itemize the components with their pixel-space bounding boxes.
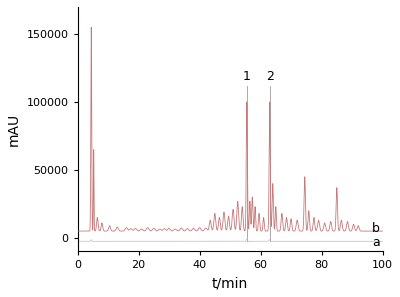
Text: 2: 2 bbox=[266, 70, 274, 83]
Text: b: b bbox=[372, 222, 380, 235]
Text: a: a bbox=[372, 236, 380, 249]
X-axis label: t/min: t/min bbox=[212, 276, 248, 290]
Text: 1: 1 bbox=[243, 70, 251, 83]
Y-axis label: mAU: mAU bbox=[7, 113, 21, 146]
